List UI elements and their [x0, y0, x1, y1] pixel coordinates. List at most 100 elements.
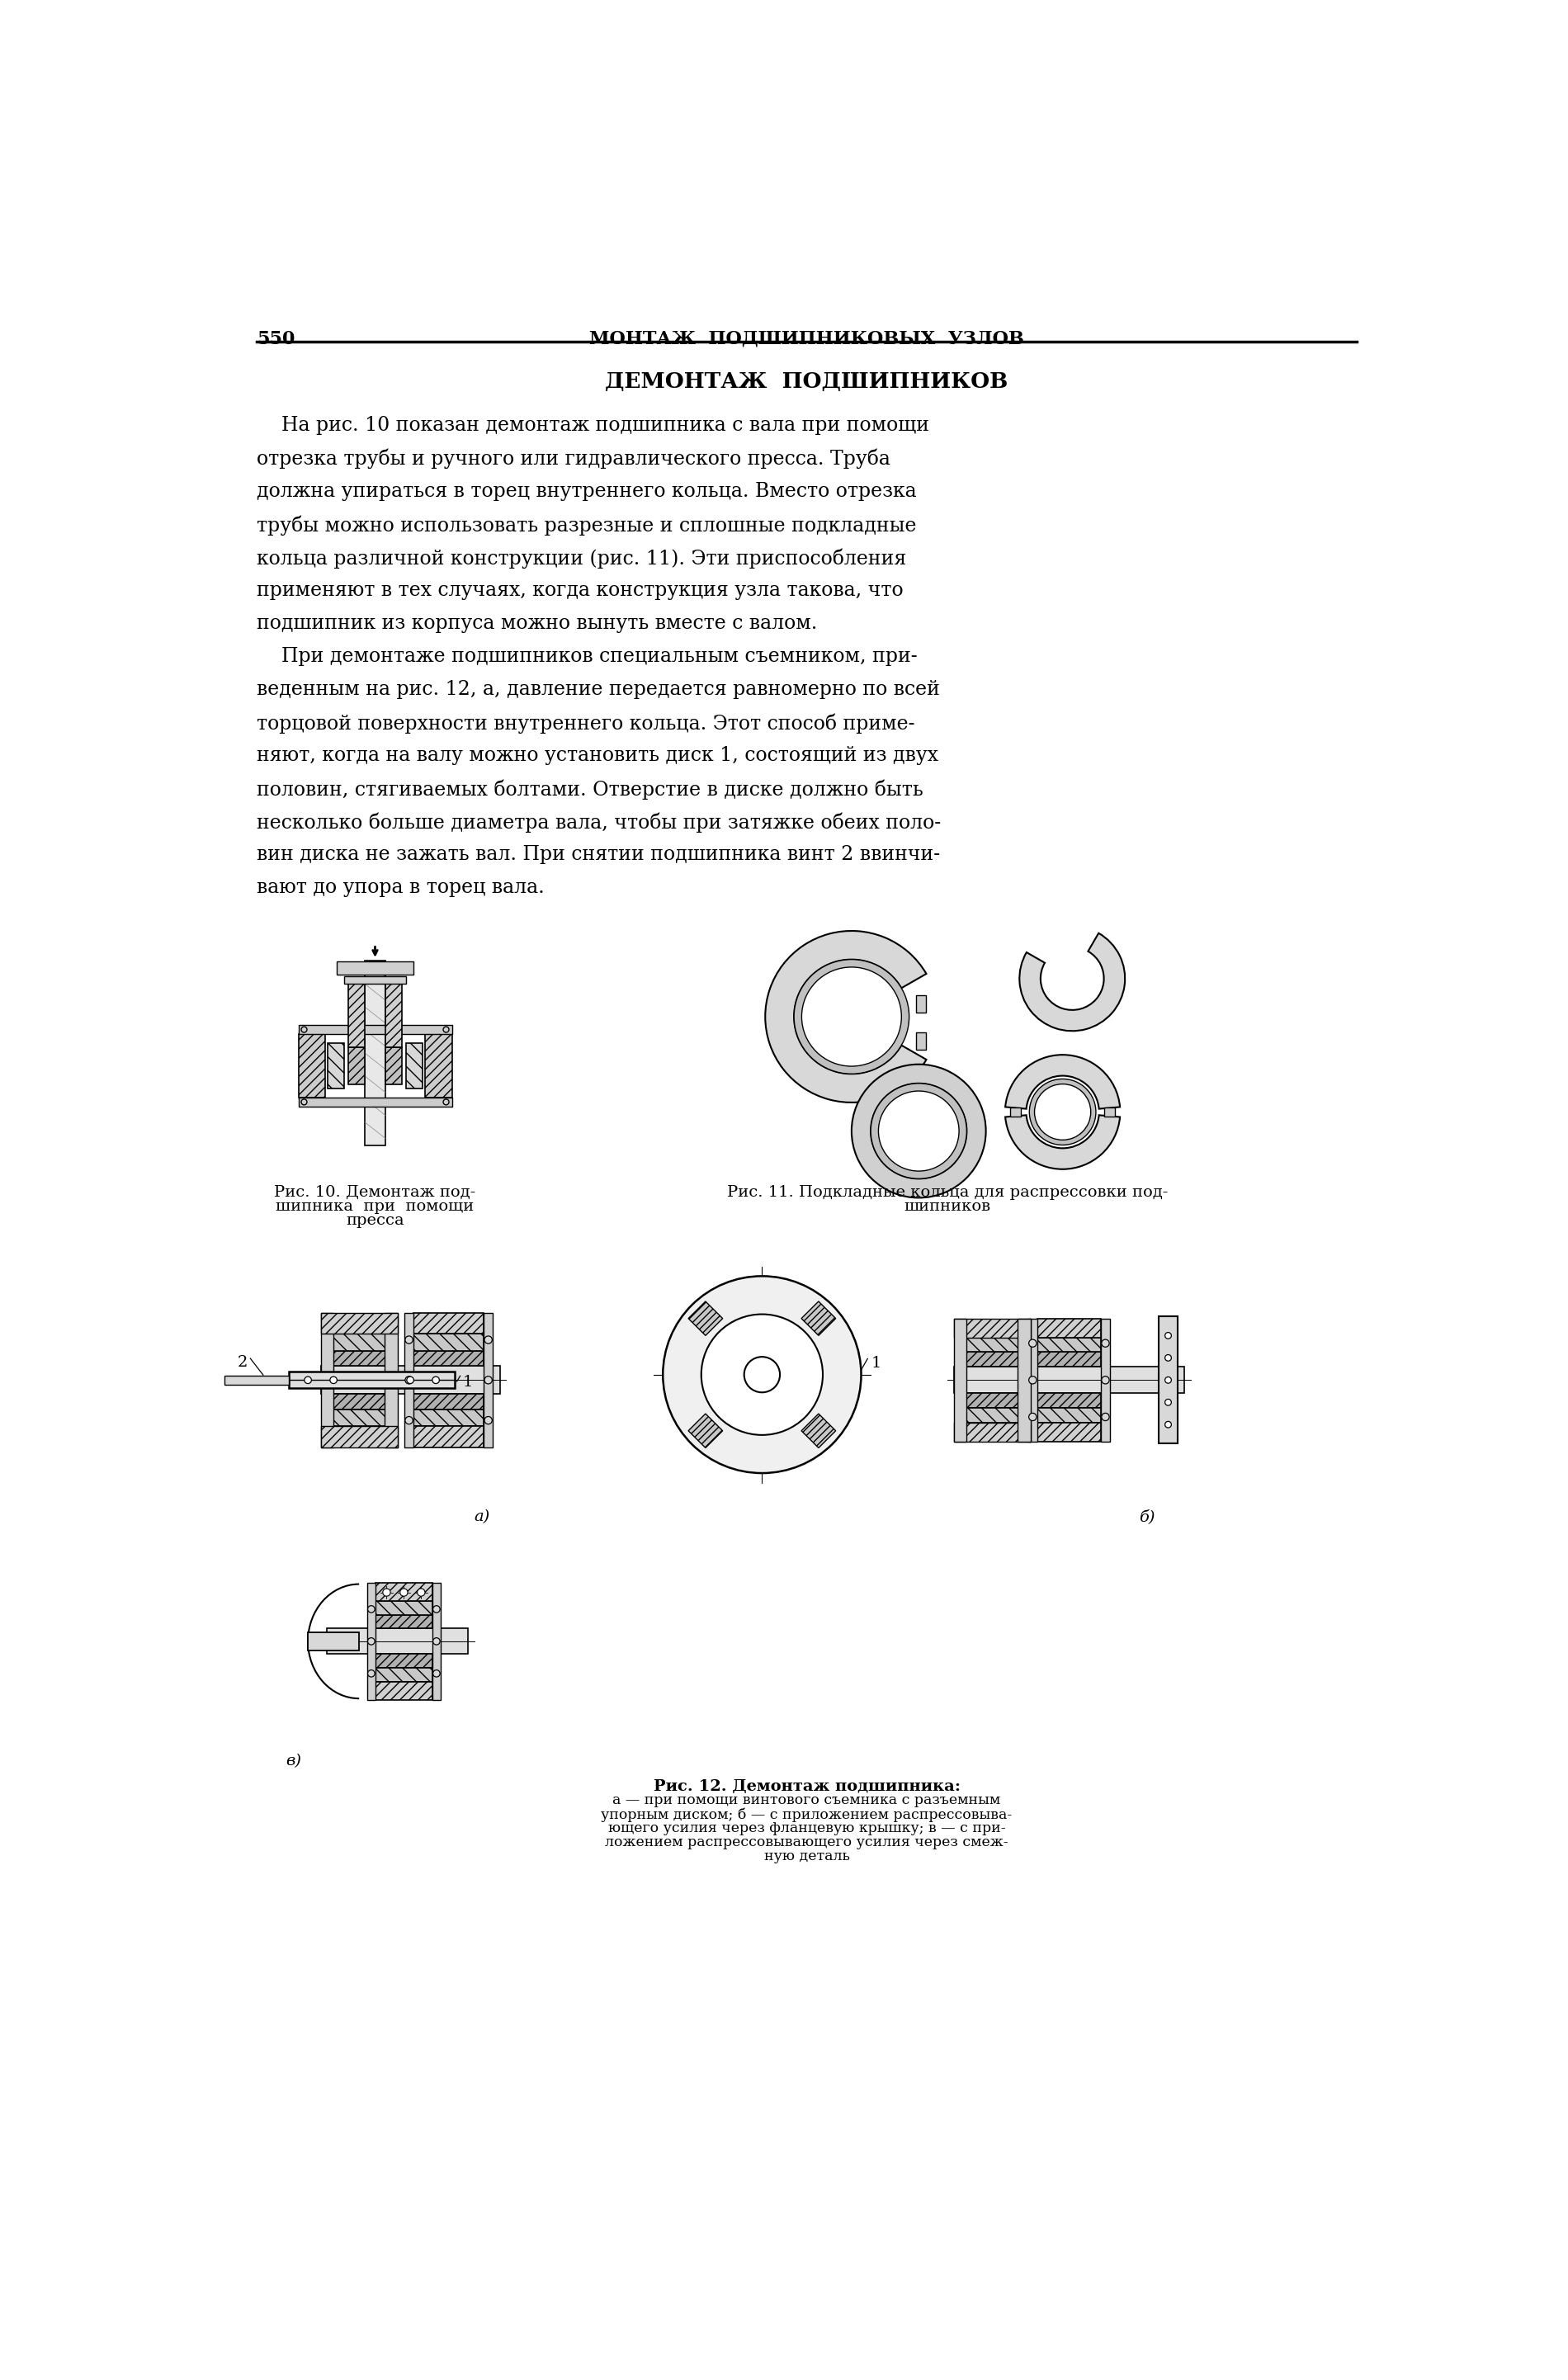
Circle shape — [368, 1671, 375, 1678]
Bar — [321, 1314, 334, 1447]
Bar — [953, 1319, 967, 1442]
Circle shape — [1165, 1333, 1171, 1340]
Circle shape — [1029, 1376, 1036, 1383]
Circle shape — [1165, 1354, 1171, 1361]
Circle shape — [400, 1587, 408, 1597]
Bar — [1159, 1316, 1178, 1445]
Bar — [414, 1426, 485, 1447]
Circle shape — [444, 1026, 448, 1033]
Circle shape — [368, 1606, 375, 1614]
Bar — [953, 1319, 1030, 1338]
Text: ДЕМОНТАЖ  ПОДШИПНИКОВ: ДЕМОНТАЖ ПОДШИПНИКОВ — [605, 371, 1008, 393]
Text: упорным диском; б — с приложением распрессовыва-: упорным диском; б — с приложением распре… — [601, 1806, 1013, 1823]
Text: На рис. 10 показан демонтаж подшипника с вала при помощи: На рис. 10 показан демонтаж подшипника с… — [257, 416, 930, 436]
Circle shape — [444, 1100, 448, 1104]
Text: 1: 1 — [463, 1376, 474, 1390]
Bar — [1018, 1319, 1030, 1442]
Circle shape — [1165, 1378, 1171, 1383]
Bar — [414, 1395, 485, 1409]
Bar — [328, 1395, 390, 1409]
Bar — [375, 1668, 433, 1683]
Bar — [375, 1614, 433, 1628]
Bar — [801, 1302, 836, 1335]
Text: подшипник из корпуса можно вынуть вместе с валом.: подшипник из корпуса можно вынуть вместе… — [257, 614, 817, 633]
Bar — [367, 1583, 375, 1699]
Text: ющего усилия через фланцевую крышку; в — с при-: ющего усилия через фланцевую крышку; в —… — [608, 1821, 1005, 1835]
Bar — [375, 1654, 433, 1668]
Bar — [386, 983, 401, 1047]
Text: шипников: шипников — [905, 1200, 991, 1214]
Text: б): б) — [1140, 1509, 1156, 1523]
Bar — [405, 1314, 414, 1447]
Text: торцовой поверхности внутреннего кольца. Этот способ приме-: торцовой поверхности внутреннего кольца.… — [257, 714, 914, 733]
Bar — [224, 1376, 289, 1385]
Bar — [384, 1314, 397, 1447]
Circle shape — [405, 1376, 412, 1383]
Text: применяют в тех случаях, когда конструкция узла такова, что: применяют в тех случаях, когда конструкц… — [257, 581, 903, 600]
Text: При демонтаже подшипников специальным съемником, при-: При демонтаже подшипников специальным съ… — [257, 647, 917, 666]
Text: няют, когда на валу можно установить диск 1, состоящий из двух: няют, когда на валу можно установить дис… — [257, 747, 938, 766]
Bar — [406, 1042, 422, 1088]
Circle shape — [1029, 1340, 1036, 1347]
Bar — [328, 1333, 390, 1352]
Bar — [1036, 1319, 1101, 1338]
Bar — [386, 1047, 401, 1085]
Bar — [414, 1352, 485, 1366]
Bar — [289, 1371, 455, 1388]
Bar — [298, 1026, 452, 1033]
Bar — [1036, 1338, 1101, 1352]
Circle shape — [329, 1376, 337, 1383]
Wedge shape — [765, 931, 927, 1102]
Bar — [960, 1409, 1024, 1423]
Circle shape — [405, 1335, 412, 1345]
Bar — [960, 1352, 1024, 1366]
Bar — [321, 1426, 397, 1447]
Bar — [375, 1683, 433, 1699]
Text: веденным на рис. 12, а, давление передается равномерно по всей: веденным на рис. 12, а, давление передае… — [257, 681, 939, 700]
Text: в): в) — [285, 1754, 301, 1768]
Circle shape — [1102, 1414, 1109, 1421]
Circle shape — [1102, 1340, 1109, 1347]
Bar — [365, 962, 386, 1145]
Text: должна упираться в торец внутреннего кольца. Вместо отрезка: должна упираться в торец внутреннего кол… — [257, 481, 917, 500]
Bar — [688, 1302, 723, 1335]
Circle shape — [1165, 1399, 1171, 1407]
Bar — [1036, 1392, 1101, 1409]
Bar — [953, 1366, 1184, 1392]
Bar — [328, 1042, 345, 1088]
Bar — [916, 995, 927, 1014]
Text: 2: 2 — [238, 1354, 248, 1368]
Circle shape — [433, 1376, 439, 1383]
Text: трубы можно использовать разрезные и сплошные подкладные: трубы можно использовать разрезные и спл… — [257, 514, 917, 536]
Circle shape — [485, 1335, 492, 1345]
Bar — [348, 983, 365, 1047]
Text: Рис. 10. Демонтаж под-: Рис. 10. Демонтаж под- — [274, 1185, 475, 1200]
Bar — [688, 1414, 723, 1447]
Bar — [433, 1583, 441, 1699]
Text: ную деталь: ную деталь — [764, 1849, 850, 1864]
Text: пресса: пресса — [347, 1214, 405, 1228]
Text: Рис. 12. Демонтаж подшипника:: Рис. 12. Демонтаж подшипника: — [654, 1780, 960, 1795]
Bar — [485, 1314, 492, 1447]
Bar — [960, 1338, 1024, 1352]
Text: вин диска не зажать вал. При снятии подшипника винт 2 ввинчи-: вин диска не зажать вал. При снятии подш… — [257, 845, 941, 864]
Circle shape — [663, 1276, 861, 1473]
Text: кольца различной конструкции (рис. 11). Эти приспособления: кольца различной конструкции (рис. 11). … — [257, 547, 906, 569]
Circle shape — [699, 1311, 712, 1326]
Circle shape — [701, 1314, 823, 1435]
Bar — [328, 1628, 467, 1654]
Text: 1: 1 — [870, 1357, 881, 1371]
Circle shape — [1029, 1414, 1036, 1421]
Bar — [337, 962, 414, 973]
Bar — [953, 1423, 1030, 1442]
Circle shape — [433, 1671, 441, 1678]
Bar — [1104, 1107, 1115, 1116]
Bar — [321, 1366, 500, 1395]
Bar — [321, 1314, 397, 1333]
Bar — [375, 1602, 433, 1614]
Circle shape — [406, 1376, 414, 1383]
Text: Рис. 11. Подкладные кольца для распрессовки под-: Рис. 11. Подкладные кольца для распрессо… — [728, 1185, 1168, 1200]
Bar — [328, 1409, 390, 1426]
Circle shape — [1102, 1376, 1109, 1383]
Bar — [801, 1414, 836, 1447]
